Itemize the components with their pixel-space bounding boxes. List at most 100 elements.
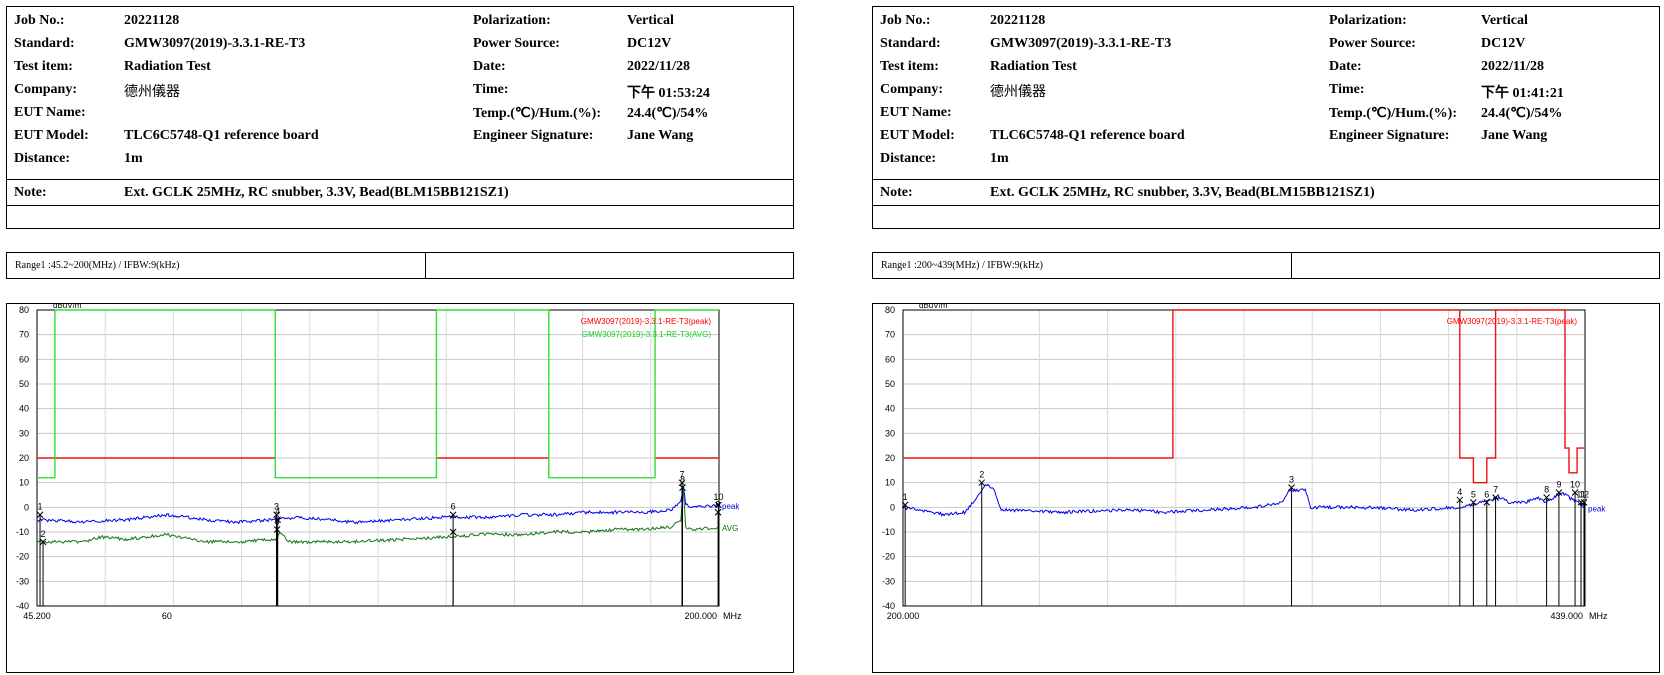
y-tick-label: 50 <box>885 379 895 389</box>
x-tick-label: 60 <box>162 611 172 621</box>
marker-number: 7 <box>680 470 685 480</box>
report-panel-right: Job No.: 20221128 Standard: GMW3097(2019… <box>872 0 1662 675</box>
y-tick-label: -40 <box>16 601 29 611</box>
marker-number: 5 <box>275 517 280 527</box>
time-value: 下午 01:53:24 <box>627 86 710 101</box>
distance-value: 1m <box>124 151 143 166</box>
y-tick-label: 60 <box>19 354 29 364</box>
temp-hum-value: 24.4(℃)/54% <box>1481 106 1563 121</box>
company-value: 德州儀器 <box>124 85 180 100</box>
marker-x <box>273 526 281 533</box>
divider <box>873 205 1659 206</box>
y-tick-label: 20 <box>885 453 895 463</box>
power-source-label: Power Source: <box>473 36 560 51</box>
y-tick-label: -20 <box>882 552 895 562</box>
marker-number: 2 <box>41 529 46 539</box>
emission-chart: 80 70 60 50 40 30 20 10 0 -10 -20 -30 -40 dBuV/m 200.0… <box>872 303 1660 673</box>
divider <box>1291 253 1292 278</box>
distance-value: 1m <box>990 151 1009 166</box>
power-source-value: DC12V <box>1481 36 1526 51</box>
temp-hum-label: Temp.(℃)/Hum.(%): <box>473 106 601 121</box>
polarization-value: Vertical <box>1481 13 1528 28</box>
y-tick-label: -20 <box>16 552 29 562</box>
divider <box>425 253 426 278</box>
job-no-value: 20221128 <box>124 13 180 28</box>
y-tick-label: 70 <box>885 330 895 340</box>
note-label: Note: <box>880 185 913 200</box>
x-tick-label: 45.200 <box>23 611 51 621</box>
y-axis-label: dBuV/m <box>53 304 82 310</box>
limit-line <box>37 309 719 479</box>
note-value: Ext. GCLK 25MHz, RC snubber, 3.3V, Bead(… <box>990 185 1375 200</box>
y-tick-label: 30 <box>19 428 29 438</box>
standard-label: Standard: <box>14 36 75 51</box>
marker-number: 8 <box>680 475 685 485</box>
company-value: 德州儀器 <box>990 85 1046 100</box>
eut-model-label: EUT Model: <box>14 128 89 143</box>
marker-number: 9 <box>1556 480 1561 490</box>
y-tick-label: 30 <box>885 428 895 438</box>
engineer-label: Engineer Signature: <box>1329 128 1450 143</box>
y-tick-label: -30 <box>16 576 29 586</box>
power-source-label: Power Source: <box>1329 36 1416 51</box>
job-no-label: Job No.: <box>14 13 65 28</box>
range-text: Range1 :200~439(MHz) / IFBW:9(kHz) <box>881 260 1043 271</box>
marker-x <box>715 501 722 509</box>
marker-x <box>1577 499 1585 506</box>
marker-number: 3 <box>274 502 279 512</box>
distance-label: Distance: <box>14 151 70 166</box>
date-value: 2022/11/28 <box>1481 59 1545 74</box>
temp-hum-value: 24.4(℃)/54% <box>627 106 709 121</box>
marker-x <box>1492 494 1499 501</box>
note-value: Ext. GCLK 25MHz, RC snubber, 3.3V, Bead(… <box>124 185 509 200</box>
time-label: Time: <box>473 82 509 97</box>
limit-line <box>903 309 1585 484</box>
marker-x <box>1456 496 1464 504</box>
eut-name-label: EUT Name: <box>14 105 86 120</box>
y-tick-label: 20 <box>19 453 29 463</box>
marker-x <box>978 479 986 487</box>
marker-x <box>273 511 280 519</box>
y-tick-label: 0 <box>890 502 895 512</box>
range-box: Range1 :200~439(MHz) / IFBW:9(kHz) <box>872 252 1660 279</box>
engineer-value: Jane Wang <box>1481 128 1548 143</box>
x-tick-label: 200.000 <box>887 611 920 621</box>
y-tick-label: -10 <box>16 527 29 537</box>
polarization-label: Polarization: <box>1329 13 1407 28</box>
trace-label: AVG <box>722 524 738 533</box>
marker-number: 3 <box>1289 475 1294 485</box>
trace-peak <box>36 485 720 525</box>
marker-number: 4 <box>1457 487 1462 497</box>
marker-x <box>449 511 457 519</box>
chart-svg: 80 70 60 50 40 30 20 10 0 -10 -20 -30 -40 dBuV/m 45.20… <box>16 304 742 621</box>
standard-label: Standard: <box>880 36 941 51</box>
test-item-label: Test item: <box>880 59 939 74</box>
y-tick-label: 50 <box>19 379 29 389</box>
y-tick-label: 10 <box>19 478 29 488</box>
divider <box>7 179 793 180</box>
chart-svg: 80 70 60 50 40 30 20 10 0 -10 -20 -30 -40 dBuV/m 200.0… <box>882 304 1608 621</box>
marker-x <box>36 511 44 519</box>
marker-number: 10 <box>714 492 724 502</box>
company-label: Company: <box>14 82 78 97</box>
eut-model-label: EUT Model: <box>880 128 955 143</box>
marker-x <box>449 528 457 536</box>
marker-x <box>1580 499 1588 506</box>
y-axis-label: dBuV/m <box>919 304 948 310</box>
y-tick-label: -10 <box>882 527 895 537</box>
y-tick-label: 10 <box>885 478 895 488</box>
trace-label: peak <box>1588 504 1606 513</box>
x-axis-unit: MHz <box>1589 611 1608 621</box>
time-value: 下午 01:41:21 <box>1481 86 1564 101</box>
header-info-table: Job No.: 20221128 Standard: GMW3097(2019… <box>6 6 794 229</box>
y-tick-label: 70 <box>19 330 29 340</box>
marker-number: 8 <box>1544 484 1549 494</box>
trace-peak <box>902 483 1586 517</box>
divider <box>7 205 793 206</box>
y-tick-label: 60 <box>885 354 895 364</box>
engineer-value: Jane Wang <box>627 128 694 143</box>
legend-entry: GMW3097(2019)-3.3.1-RE-T3(AVG) <box>582 330 712 339</box>
date-label: Date: <box>1329 59 1362 74</box>
x-axis-unit: MHz <box>723 611 742 621</box>
range-text: Range1 :45.2~200(MHz) / IFBW:9(kHz) <box>15 260 180 271</box>
